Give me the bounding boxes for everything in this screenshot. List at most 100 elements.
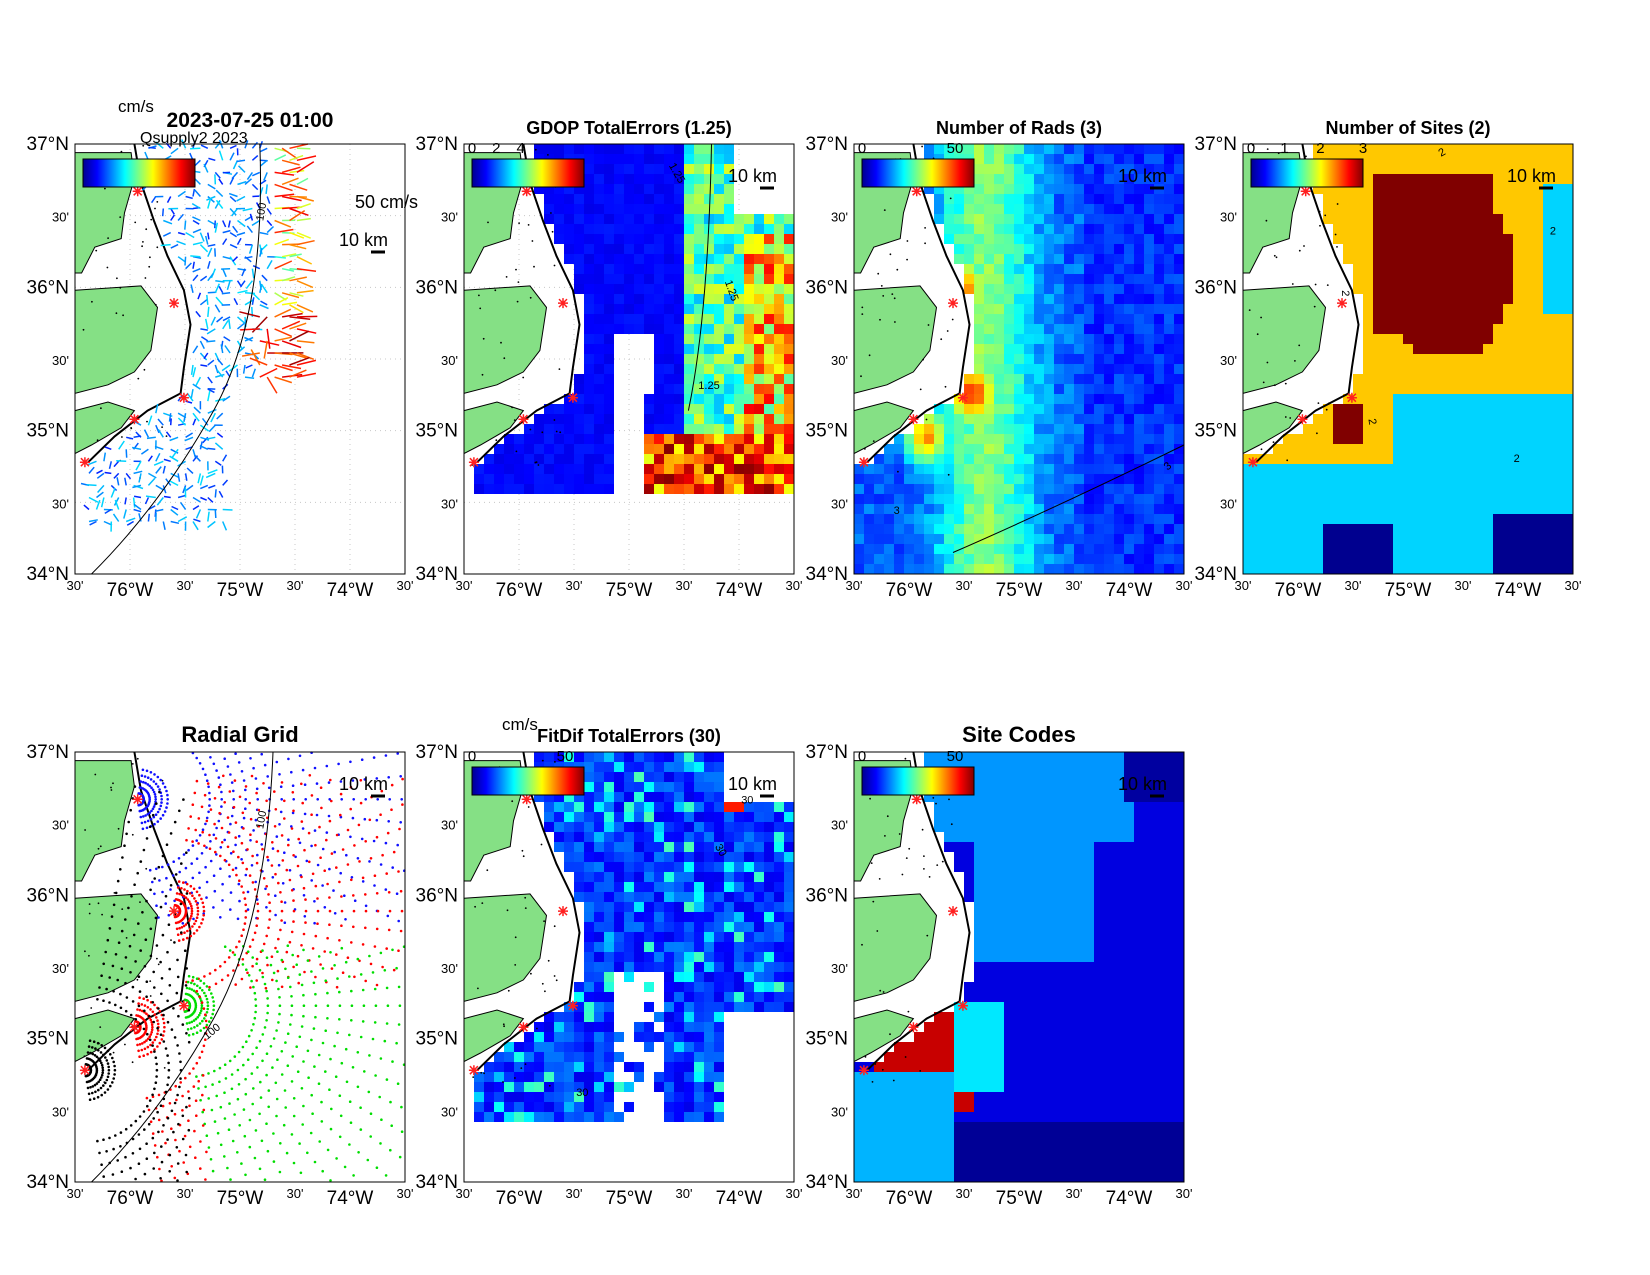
sites-cell — [1393, 364, 1403, 374]
sites-cell — [1283, 544, 1293, 554]
rads-cell — [964, 414, 974, 424]
gdop-cell — [714, 444, 724, 454]
sites-cell — [1443, 314, 1453, 324]
rads-cell — [884, 444, 894, 454]
radial-point — [188, 927, 192, 931]
gdop-cell — [694, 274, 704, 284]
sites-cell — [1423, 164, 1433, 174]
sites-cell — [1393, 254, 1403, 264]
rads-cell — [1094, 344, 1104, 354]
sites-cell — [1423, 464, 1433, 474]
rads-cell — [1074, 294, 1084, 304]
radial-point — [142, 997, 145, 1000]
sites-cell — [1403, 494, 1413, 504]
gdop-cell — [744, 214, 754, 224]
radial-point — [372, 756, 376, 759]
radial-point — [300, 820, 304, 823]
rads-cell — [954, 194, 964, 204]
rads-cell — [964, 544, 974, 554]
sites-cell — [1383, 294, 1393, 304]
sites-cell — [1373, 154, 1383, 164]
gdop-cell — [544, 474, 554, 484]
current-vector — [207, 247, 213, 258]
radial-point — [231, 868, 235, 872]
gdop-cell — [764, 474, 774, 484]
gdop-cell — [724, 154, 734, 164]
gdop-cell — [774, 254, 784, 264]
current-vector — [222, 316, 231, 322]
sites-cell — [1523, 484, 1533, 494]
rads-cell — [1144, 164, 1154, 174]
current-vector — [205, 436, 216, 440]
sites-cell — [1373, 564, 1383, 574]
sites-cell — [1493, 564, 1503, 574]
gdop-cell — [734, 414, 744, 424]
radial-point — [305, 859, 309, 863]
sites-cell — [1333, 424, 1343, 434]
radial-point — [350, 1019, 353, 1022]
radial-point — [242, 891, 245, 894]
rads-cell — [1034, 424, 1044, 434]
rads-cell — [984, 534, 994, 544]
sites-cell — [1463, 454, 1473, 464]
rads-cell — [1064, 374, 1074, 384]
radial-point — [314, 992, 317, 996]
radial-point — [204, 1019, 208, 1023]
rads-cell — [1074, 174, 1084, 184]
rads-cell — [974, 534, 984, 544]
sites-cell — [1433, 154, 1443, 164]
gdop-cell — [724, 384, 734, 394]
rads-cell — [1104, 474, 1114, 484]
sites-cell — [1393, 184, 1403, 194]
sites-cell — [1473, 374, 1483, 384]
radial-point — [190, 1027, 193, 1030]
rads-cell — [964, 374, 974, 384]
current-vector — [216, 432, 224, 438]
sites-cell — [1363, 544, 1373, 554]
rads-cell — [1124, 434, 1134, 444]
radial-point — [143, 1004, 147, 1007]
gdop-cell — [534, 454, 544, 464]
sites-cell — [1403, 334, 1413, 344]
rads-cell — [1164, 514, 1174, 524]
rads-cell — [1174, 514, 1184, 524]
radial-point — [266, 1011, 269, 1015]
colorbar-tick-label: 1 — [1280, 140, 1288, 157]
gdop-cell — [584, 254, 594, 264]
rads-cell — [894, 464, 904, 474]
sites-cell — [1293, 504, 1303, 514]
sites-cell — [1463, 304, 1473, 314]
rads-cell — [994, 244, 1004, 254]
gdop-cell — [684, 374, 694, 384]
gdop-cell — [604, 404, 614, 414]
rads-cell — [1134, 264, 1144, 274]
rads-cell — [1054, 424, 1064, 434]
radial-point — [338, 1018, 341, 1021]
sites-cell — [1463, 424, 1473, 434]
sites-cell — [1383, 414, 1393, 424]
sites-cell — [1533, 224, 1543, 234]
sites-cell — [1373, 464, 1383, 474]
radial-point — [375, 835, 379, 839]
sites-cell — [1533, 374, 1543, 384]
rads-cell — [1034, 544, 1044, 554]
gdop-cell — [774, 384, 784, 394]
radial-point — [192, 1085, 196, 1088]
current-vector — [214, 200, 221, 209]
rads-cell — [884, 564, 894, 574]
rads-cell — [1104, 274, 1114, 284]
sites-cell — [1393, 464, 1403, 474]
scale-bar-label: 10 km — [1118, 166, 1167, 186]
gdop-cell — [594, 314, 604, 324]
rads-cell — [994, 264, 1004, 274]
sites-cell — [1503, 214, 1513, 224]
radial-point — [310, 1038, 313, 1042]
gdop-cell — [714, 424, 724, 434]
gdop-cell — [724, 284, 734, 294]
radial-point — [205, 1025, 208, 1029]
sites-cell — [1533, 184, 1543, 194]
sites-cell — [1563, 254, 1573, 264]
sites-cell — [1303, 504, 1313, 514]
rads-cell — [1174, 164, 1184, 174]
current-vector — [170, 508, 179, 516]
